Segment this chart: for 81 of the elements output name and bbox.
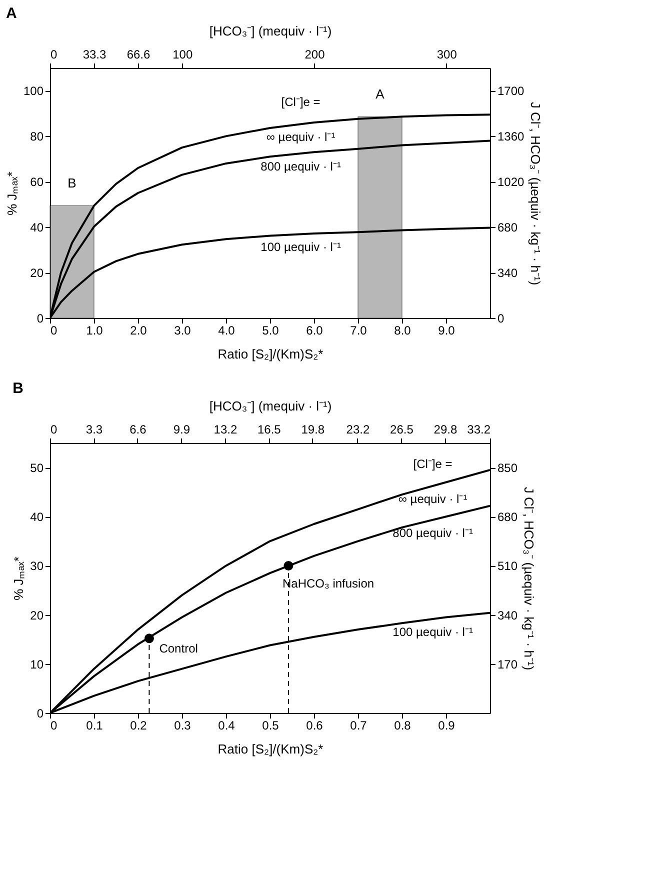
x-tick-label: 0.2	[130, 718, 148, 732]
y-tick-label: 100	[23, 84, 44, 98]
x2-tick-label: 26.5	[390, 422, 414, 436]
y2-tick-label: 850	[498, 461, 518, 476]
y2-tick-label: 0	[498, 312, 504, 326]
y-tick-label: 0	[36, 706, 44, 720]
x2-tick-label: 33.2	[467, 422, 491, 436]
x-tick-label: 0.4	[218, 718, 236, 732]
x2-tick-label: 3.3	[86, 422, 103, 436]
x-tick-label: 6.0	[306, 324, 324, 338]
y2-tick-label: 340	[498, 266, 518, 280]
x-tick-label: 8.0	[394, 324, 412, 338]
annotation: [Cl⁻]e =	[413, 456, 452, 471]
x2-tick-label: 19.8	[301, 422, 325, 436]
series-label: 800 µequiv · l⁻¹	[260, 159, 341, 174]
x2-tick-label: 9.9	[173, 422, 190, 436]
x-tick-label: 5.0	[262, 324, 280, 338]
x2-tick-label: 100	[172, 48, 193, 62]
annotation: Control	[159, 641, 198, 656]
x2-tick-label: 29.8	[434, 422, 458, 436]
band-label: B	[68, 176, 76, 191]
x-tick-label: 3.0	[174, 324, 192, 338]
x2-tick-label: 13.2	[214, 422, 238, 436]
y-tick-label: 30	[30, 559, 44, 574]
y-tick-label: 40	[30, 510, 44, 524]
x2-tick-label: 33.3	[82, 48, 106, 62]
y2-tick-label: 340	[498, 608, 518, 622]
y-axis-title: % Jₘₐₓ*	[11, 556, 26, 600]
y-tick-label: 20	[30, 266, 44, 280]
series-label: 100 µequiv · l⁻¹	[392, 625, 473, 640]
y-tick-label: 50	[30, 461, 44, 476]
x-tick-label: 1.0	[86, 324, 104, 338]
y-tick-label: 0	[36, 312, 44, 326]
x-tick-label: 2.0	[130, 324, 148, 338]
x-tick-label: 0.9	[438, 718, 456, 732]
y-tick-label: 20	[30, 608, 44, 622]
x2-tick-label: 66.6	[126, 48, 150, 62]
x-tick-label: 0	[50, 718, 58, 732]
x2-tick-label: 0	[50, 48, 58, 62]
y2-tick-label: 680	[498, 220, 518, 235]
x2-tick-label: 16.5	[257, 422, 282, 436]
x-tick-label: 9.0	[438, 324, 456, 338]
y2-axis-title: J Cl⁻, HCO₃⁻ (µequiv · kg⁻¹ · h⁻¹)	[528, 102, 544, 286]
x2-tick-label: 200	[304, 48, 326, 62]
x2-tick-label: 6.6	[130, 422, 147, 436]
x2-tick-label: 300	[436, 48, 458, 62]
x-tick-label: 0.6	[306, 718, 324, 732]
x2-axis-title: [HCO₃⁻] (mequiv · l⁻¹)	[209, 398, 332, 414]
x-tick-label: 7.0	[350, 324, 368, 338]
chart-title: B	[12, 380, 24, 397]
series-label: 100 µequiv · l⁻¹	[260, 240, 341, 254]
x-axis-title: Ratio [S₂]/(Km)S₂*	[218, 742, 324, 756]
y-tick-label: 80	[30, 130, 44, 144]
y2-axis-title: J Cl⁻, HCO₃⁻ (µequiv · kg⁻¹ · h⁻¹)	[522, 486, 537, 670]
y-tick-label: 60	[30, 175, 44, 190]
chart-title: A	[6, 5, 17, 22]
x-tick-label: 0.8	[394, 718, 412, 732]
x-tick-label: 4.0	[218, 324, 236, 338]
x2-axis-title: [HCO₃⁻] (mequiv · l⁻¹)	[209, 24, 332, 38]
y-tick-label: 40	[30, 220, 44, 235]
x-tick-label: 0.5	[262, 718, 280, 732]
y-tick-label: 10	[30, 657, 44, 672]
band-label: A	[376, 86, 385, 102]
x-tick-label: 0	[50, 324, 58, 338]
y2-tick-label: 510	[498, 559, 518, 574]
series-label: ∞ µequiv · l⁻¹	[398, 492, 468, 506]
y2-tick-label: 1020	[498, 175, 525, 190]
y-axis-title: % Jₘₐₓ*	[4, 172, 20, 216]
y2-tick-label: 680	[498, 510, 518, 524]
annotation: [Cl⁻]e =	[281, 95, 320, 110]
x-axis-title: Ratio [S₂]/(Km)S₂*	[218, 346, 324, 362]
y2-tick-label: 1700	[498, 84, 525, 98]
x-tick-label: 0.3	[174, 718, 192, 732]
annotation: NaHCO₃ infusion	[282, 576, 374, 591]
x2-tick-label: 0	[50, 422, 58, 436]
x-tick-label: 0.7	[350, 718, 368, 732]
y2-tick-label: 170	[498, 657, 518, 672]
series-label: ∞ µequiv · l⁻¹	[266, 130, 336, 144]
x-tick-label: 0.1	[86, 718, 104, 732]
y2-tick-label: 1360	[498, 130, 525, 144]
x2-tick-label: 23.2	[346, 422, 370, 436]
